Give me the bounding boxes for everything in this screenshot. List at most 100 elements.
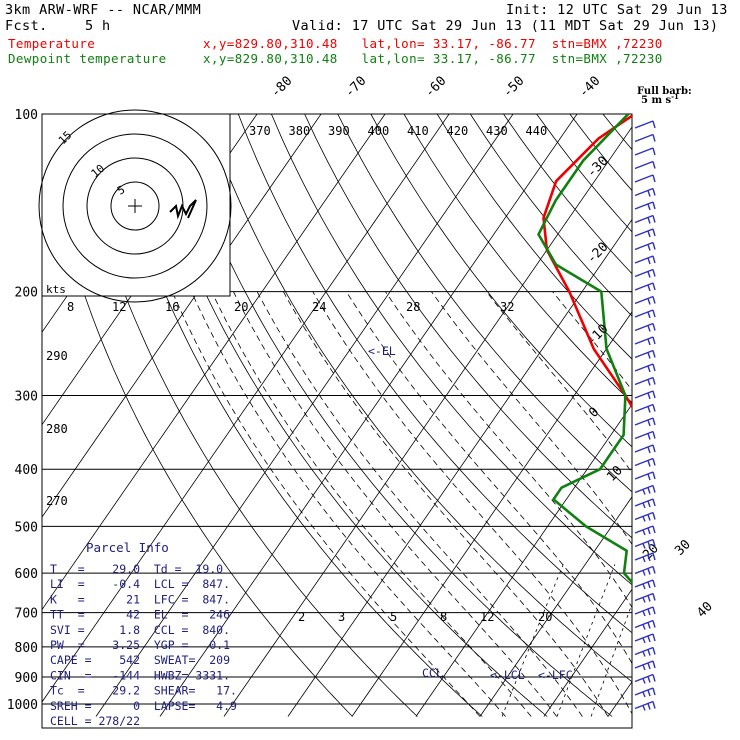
dry-adiabat bbox=[503, 114, 632, 275]
wind-barb bbox=[634, 282, 656, 292]
dry-adiabat bbox=[669, 114, 740, 717]
wind-barb bbox=[634, 646, 656, 657]
parcel-info-row: Tc = 29.2 SHEAR= 17. bbox=[50, 684, 237, 698]
wind-barb bbox=[634, 619, 656, 630]
forecast-label: Fcst. bbox=[5, 18, 48, 34]
mixing-ratio-label: 32 bbox=[500, 300, 514, 314]
wind-barb bbox=[634, 403, 656, 413]
wind-barb bbox=[634, 322, 656, 332]
moist-adiabat bbox=[233, 291, 558, 717]
isotherm-line bbox=[159, 114, 578, 717]
wind-barb bbox=[634, 511, 656, 522]
parcel-info-row: PW = 3.25 YGP = 0.1 bbox=[50, 638, 230, 652]
wind-barb bbox=[634, 484, 656, 495]
wind-barb bbox=[634, 592, 656, 603]
dry-adiabat bbox=[271, 114, 632, 586]
wind-legend-units: 5 m s-1 bbox=[641, 92, 679, 106]
parcel-info-title: Parcel Info bbox=[86, 540, 169, 555]
wind-barb bbox=[634, 606, 656, 617]
wind-barb bbox=[634, 255, 656, 265]
dry-adiabat bbox=[105, 114, 483, 717]
hodograph-ring bbox=[110, 181, 160, 231]
theta-label: 430 bbox=[486, 124, 508, 138]
mixing-ratio-line bbox=[501, 564, 564, 717]
hodograph-trace bbox=[169, 199, 197, 220]
wind-barb bbox=[634, 633, 656, 644]
wind-barb bbox=[634, 673, 656, 684]
moist-adiabat bbox=[486, 291, 632, 474]
wind-legend-title: Full barb: bbox=[637, 86, 692, 97]
theta-label: 380 bbox=[289, 124, 311, 138]
pressure-label: 600 bbox=[15, 567, 38, 582]
isotherm-label: -80 bbox=[268, 74, 295, 101]
wind-barb bbox=[634, 241, 656, 251]
isotherm-label: -70 bbox=[342, 74, 369, 101]
wind-barb bbox=[634, 444, 656, 454]
pressure-label: 800 bbox=[15, 641, 38, 656]
parcel-info-row: CAPE = 542 SWEAT= 209 bbox=[50, 653, 230, 667]
isotherm-line bbox=[223, 126, 632, 717]
model-title: 3km ARW-WRF -- NCAR/MMM bbox=[5, 2, 202, 18]
isotherm-label: 10 bbox=[604, 463, 626, 485]
wind-barb bbox=[634, 228, 656, 238]
isotherm-label: -20 bbox=[584, 240, 611, 267]
wind-barb bbox=[634, 133, 656, 143]
forecast-hour: 5 h bbox=[85, 18, 111, 34]
parcel-info-panel: Parcel Info T = 29.0 Td = 19.0LI = -0.4 … bbox=[50, 540, 237, 728]
pressure-label: 400 bbox=[15, 463, 38, 478]
theta-label: 410 bbox=[407, 124, 429, 138]
dry-adiabat bbox=[42, 127, 353, 717]
dewpoint-location: x,y=829.80,310.48 lat,lon= 33.17, -86.77… bbox=[203, 51, 663, 66]
wind-barb bbox=[634, 309, 656, 319]
isotherm-label: -30 bbox=[584, 154, 611, 181]
isotherm-line bbox=[351, 311, 632, 717]
init-time: Init: 12 UTC Sat 29 Jun 13 bbox=[506, 2, 728, 18]
isotherm-line bbox=[42, 114, 386, 611]
wind-barb bbox=[634, 430, 656, 440]
dry-adiabat bbox=[204, 114, 632, 683]
parcel-info-row: LI = -0.4 LCL = 847. bbox=[50, 577, 230, 591]
dry-adiabat bbox=[436, 114, 632, 360]
pressure-label: 200 bbox=[15, 286, 38, 301]
mixing-ratio-label: 12 bbox=[112, 300, 126, 314]
moist-adiabat bbox=[282, 291, 609, 717]
wind-barb bbox=[634, 498, 656, 509]
hodograph-ring bbox=[62, 133, 208, 279]
wind-barb bbox=[634, 660, 656, 671]
parcel-info-row: SREH = 0 LAPSE= 4.9 bbox=[50, 699, 237, 713]
wind-barb bbox=[634, 349, 656, 359]
wind-barb bbox=[634, 201, 656, 211]
dry-adiabat-label: 280 bbox=[46, 422, 68, 436]
ccl-marker: CCL bbox=[422, 666, 443, 680]
isotherm-line bbox=[42, 114, 322, 518]
isotherm-label: -40 bbox=[576, 74, 603, 101]
isotherm-line bbox=[672, 87, 740, 716]
temperature-legend-label: Temperature bbox=[8, 36, 96, 51]
isotherm-line bbox=[543, 588, 632, 717]
pressure-label: 1000 bbox=[7, 698, 38, 713]
dry-adiabat bbox=[370, 114, 632, 448]
pressure-label: 100 bbox=[15, 108, 38, 123]
isotherm-label: 0 bbox=[586, 405, 602, 421]
parcel-info-row: TT = 42 EL = 246 bbox=[50, 608, 230, 622]
parcel-info-row: T = 29.0 Td = 19.0 bbox=[50, 562, 223, 576]
mixing-ratio-label: 20 bbox=[234, 300, 248, 314]
theta-label: 440 bbox=[526, 124, 548, 138]
lfc-marker: <-LFC bbox=[538, 668, 573, 682]
wind-barb bbox=[634, 565, 656, 576]
wind-barb bbox=[634, 147, 656, 156]
temperature-profile bbox=[542, 114, 632, 409]
plot-frame bbox=[41, 113, 633, 729]
dewpoint-profile bbox=[537, 114, 632, 585]
wind-barb bbox=[634, 336, 656, 346]
moist-adiabat bbox=[256, 291, 583, 717]
wind-barb bbox=[634, 457, 656, 467]
moist-adiabat bbox=[191, 291, 506, 717]
wind-barb bbox=[634, 390, 656, 400]
dry-adiabat bbox=[736, 114, 740, 717]
isotherm-line bbox=[42, 114, 450, 703]
isotherm-line bbox=[479, 496, 632, 717]
mixing-ratio-label: 8 bbox=[67, 300, 74, 314]
isotherm-line bbox=[287, 218, 632, 717]
mixing-ratio-label: 3 bbox=[338, 610, 345, 624]
